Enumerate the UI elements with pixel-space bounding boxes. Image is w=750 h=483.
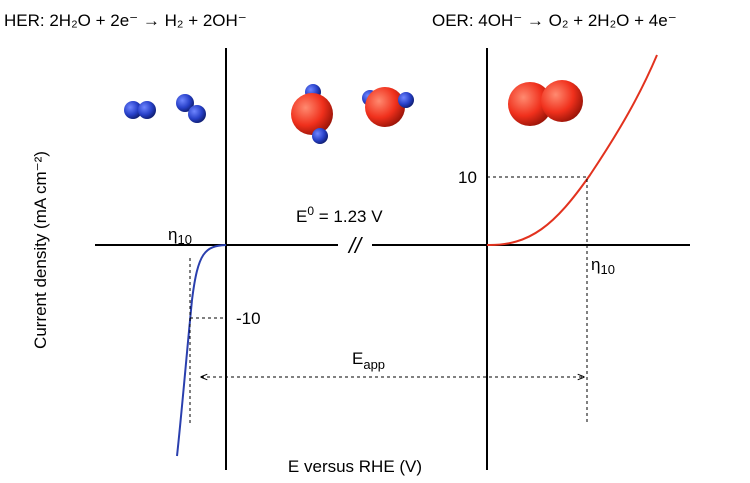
molecules bbox=[124, 80, 583, 144]
her-equation: HER: 2H₂O + 2e⁻ → H₂ + 2OH⁻ bbox=[4, 11, 247, 30]
oer-equation: OER: 4OH⁻ → O₂ + 2H₂O + 4e⁻ bbox=[432, 11, 677, 30]
standard-potential: E0 = 1.23 V bbox=[296, 204, 383, 226]
axis-break: // bbox=[347, 233, 363, 258]
her-curve bbox=[176, 244, 227, 457]
oer-current-label: 10 bbox=[458, 168, 477, 187]
applied-potential: Eapp bbox=[352, 349, 385, 372]
oer-guides bbox=[487, 176, 588, 425]
oer-curve bbox=[486, 54, 658, 247]
y-axis-label: Current density (mA cm⁻²) bbox=[31, 151, 50, 349]
oer-overpotential: η10 bbox=[591, 255, 615, 277]
her-overpotential: η10 bbox=[168, 225, 192, 247]
her-guides bbox=[189, 258, 226, 425]
x-axis-label: E versus RHE (V) bbox=[288, 457, 422, 476]
her-current-label: -10 bbox=[236, 309, 261, 328]
